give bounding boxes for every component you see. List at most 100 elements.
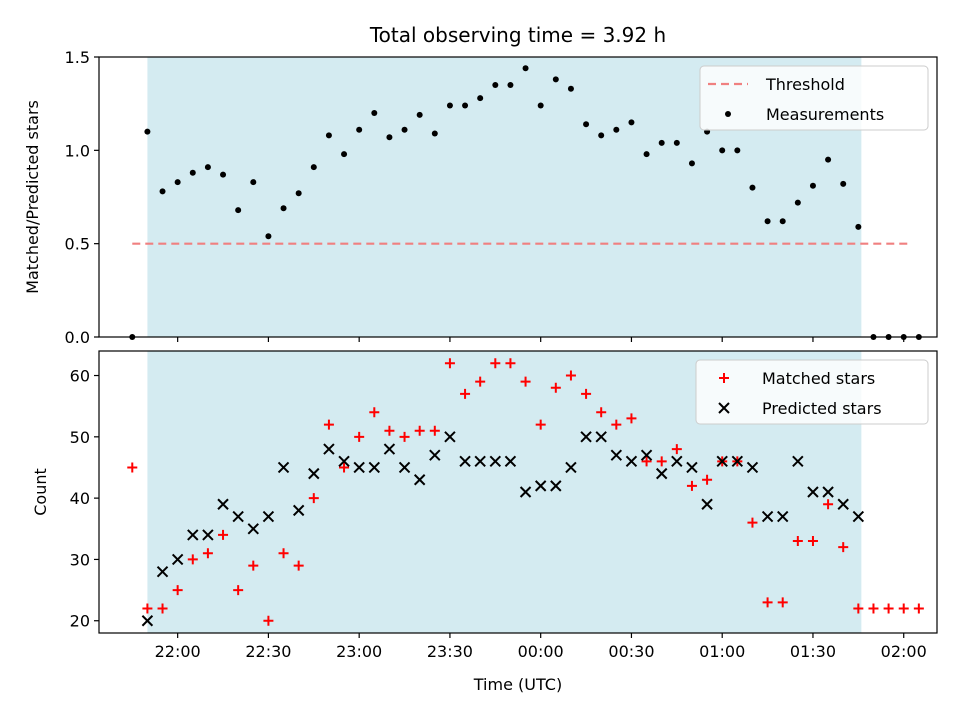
matched-star-point (172, 585, 183, 596)
legend-measurement-marker (725, 111, 731, 117)
matched-star-point (596, 407, 607, 418)
matched-star-point (913, 603, 924, 614)
x-tick-label: 22:00 (155, 642, 201, 661)
matched-star-point (656, 456, 667, 467)
y-tick-label: 0.5 (65, 235, 90, 254)
measurement-point (809, 182, 816, 189)
predicted-star-point (777, 510, 789, 523)
matched-star-point (777, 597, 788, 608)
matched-star-point (233, 585, 244, 596)
measurement-point (583, 121, 590, 128)
axes-frame (98, 56, 938, 338)
predicted-star-point (217, 498, 229, 510)
matched-star-point (202, 548, 213, 559)
measurement-point (401, 126, 408, 133)
measurement-point (462, 102, 469, 109)
matched-star-point (792, 536, 803, 547)
measurement-point (598, 132, 605, 139)
matched-star-point (278, 548, 289, 559)
matched-star-point (762, 597, 773, 608)
measurement-point (552, 76, 559, 83)
measurement-point (220, 171, 227, 178)
y-tick-label: 40 (70, 489, 90, 508)
matched-star-point (581, 388, 592, 399)
predicted-star-point (519, 486, 532, 498)
y-tick-label: 1.5 (65, 48, 90, 67)
predicted-star-point (671, 455, 683, 468)
measurement-point (628, 119, 635, 126)
matched-star-point (308, 493, 319, 504)
legend-label: Threshold (765, 75, 845, 94)
x-tick-label: 02:00 (881, 642, 927, 661)
y-tick-label: 1.0 (65, 141, 90, 160)
measurement-point (280, 205, 287, 212)
matched-star-point (883, 603, 894, 614)
legend-label: Matched stars (762, 369, 875, 388)
matched-star-point (823, 499, 834, 510)
axes-frame (98, 350, 938, 634)
measurement-point (446, 102, 453, 109)
predicted-star-point (474, 455, 486, 468)
y-axis-label: Matched/Predicted stars (23, 100, 42, 294)
matched-star-point (339, 462, 350, 473)
legend-label: Predicted stars (762, 399, 882, 418)
predicted-star-point (323, 443, 335, 455)
measurement-point (840, 180, 847, 187)
matched-star-point (671, 444, 682, 455)
measurement-point (477, 95, 484, 102)
predicted-star-point (413, 474, 426, 486)
predicted-star-point (308, 467, 320, 480)
matched-star-point (702, 474, 713, 485)
predicted-star-point (550, 480, 562, 492)
measurement-point (189, 169, 196, 176)
measurement-point (356, 126, 363, 133)
y-tick-label: 60 (70, 367, 90, 386)
predicted-star-point (761, 510, 774, 523)
matched-star-point (490, 358, 501, 369)
x-tick-label: 23:00 (336, 642, 382, 661)
measurement-point (613, 126, 620, 133)
matched-star-point (187, 554, 198, 565)
measurement-point (734, 147, 741, 154)
predicted-star-point (368, 461, 381, 474)
matched-star-point (838, 542, 849, 553)
legend-predicted-marker (718, 402, 730, 414)
measurement-point (643, 151, 650, 158)
measurement-point (825, 156, 832, 163)
predicted-star-point (716, 455, 728, 468)
legend: Matched stars Predicted stars (695, 359, 929, 425)
predicted-star-point (595, 431, 607, 443)
predicted-star-point (383, 443, 396, 455)
matched-star-point (157, 603, 168, 614)
predicted-star-point (792, 455, 804, 468)
predicted-star-point (565, 461, 577, 474)
legend-box (695, 359, 929, 425)
predicted-star-point (746, 461, 759, 474)
matched-star-point (550, 382, 561, 393)
matched-star-point (807, 536, 818, 547)
predicted-star-point (187, 529, 199, 541)
measurement-point (779, 218, 786, 225)
x-tick-label: 01:00 (699, 642, 745, 661)
predicted-star-point (701, 498, 713, 510)
measurement-point (673, 139, 680, 146)
measurement-point (537, 102, 544, 109)
measurement-point (386, 134, 393, 141)
predicted-star-point (610, 449, 623, 461)
matched-star-point (127, 462, 138, 473)
predicted-star-point (429, 449, 441, 461)
legend-label: Measurements (766, 105, 884, 124)
predicted-star-point (232, 510, 244, 523)
matched-star-point (853, 603, 864, 614)
matched-star-point (293, 560, 304, 571)
x-axis-label: Time (UTC) (473, 675, 562, 694)
matched-star-point (868, 603, 879, 614)
measurement-point (764, 218, 771, 225)
measurement-point (855, 223, 862, 230)
predicted-star-point (731, 455, 744, 468)
matched-star-point (444, 358, 455, 369)
predicted-star-point (837, 498, 849, 510)
predicted-star-point (852, 510, 865, 523)
matched-star-point (323, 419, 334, 430)
legend-box (699, 65, 929, 131)
